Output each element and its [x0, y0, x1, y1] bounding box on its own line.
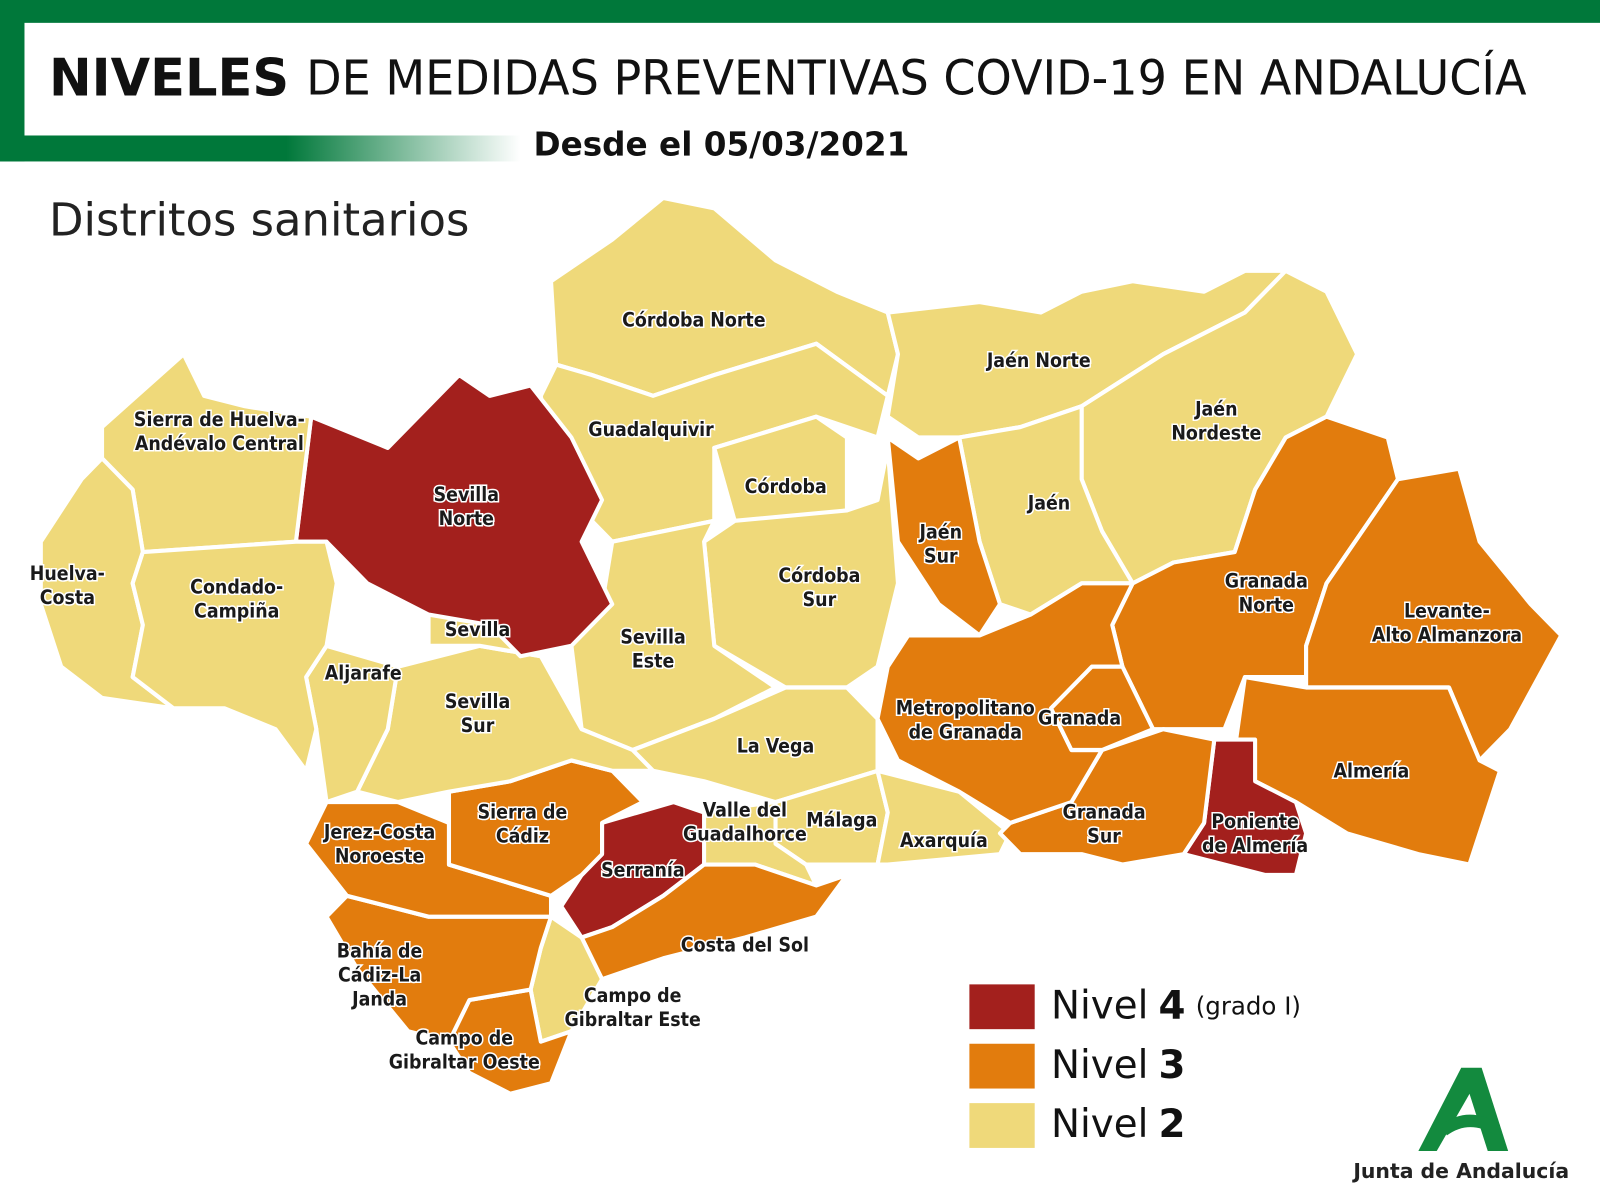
region-label: Alto Almanzora [1372, 623, 1522, 646]
region-label: Poniente [1211, 810, 1299, 833]
region-label: Nordeste [1171, 421, 1261, 444]
region-label: Noroeste [335, 844, 425, 867]
region-label: Gibraltar Oeste [389, 1050, 540, 1073]
fade-bar [0, 135, 521, 162]
region-label: Norte [439, 507, 494, 530]
map-title: Distritos sanitarios [49, 193, 469, 247]
region-label: Jaén [1027, 492, 1070, 515]
region-label: Gibraltar Este [565, 1008, 701, 1031]
region-label: Córdoba [745, 475, 827, 498]
region [304, 800, 554, 919]
region-label: Serranía [601, 858, 684, 881]
region [1048, 664, 1156, 753]
region-label: Córdoba Norte [622, 308, 766, 331]
region-label: Campo de [584, 984, 682, 1007]
region-label: Janda [351, 987, 407, 1010]
legend-swatch [969, 1103, 1035, 1148]
title-rest: DE MEDIDAS PREVENTIVAS COVID-19 EN ANDAL… [306, 49, 1527, 107]
region-label: Levante- [1404, 599, 1490, 622]
logo-mark [1418, 1067, 1476, 1152]
title-bold: NIVELES [49, 48, 289, 109]
logo: Junta de Andalucía [1351, 1067, 1569, 1183]
region-label: Sur [1087, 824, 1121, 847]
logo-text: Junta de Andalucía [1351, 1159, 1569, 1183]
legend-swatch [969, 1043, 1035, 1089]
legend-label: Nivel 4 (grado I) [1051, 983, 1301, 1028]
date: Desde el 05/03/2021 [534, 124, 910, 163]
region [446, 987, 574, 1096]
region-label: Jaén [919, 520, 962, 543]
region-label: Guadalquivir [588, 418, 714, 441]
region-label: Jaén Norte [986, 349, 1091, 372]
region-label: Costa del Sol [681, 933, 809, 956]
region-label: Valle del [703, 798, 787, 821]
region [579, 862, 849, 982]
region [885, 435, 1003, 638]
region-label: Aljarafe [325, 661, 402, 684]
region-label: Huelva- [30, 562, 105, 585]
region-label: Este [632, 649, 674, 672]
region-label: Granada [1225, 569, 1308, 592]
region-label: Cádiz [496, 824, 549, 847]
logo-mark [1440, 1114, 1500, 1136]
region-label: Condado- [190, 575, 283, 598]
region-label: Costa [40, 586, 95, 609]
legend-label: Nivel 3 [1051, 1042, 1186, 1087]
region [293, 372, 615, 659]
title-box [24, 22, 1600, 136]
region [630, 685, 880, 805]
region-label: Sevilla [445, 690, 510, 713]
region-label: Guadalhorce [683, 822, 807, 845]
region-label: Sierra de Huelva- [134, 408, 305, 431]
legend-text: Nivel [1051, 1042, 1148, 1087]
region-label: de Almería [1202, 834, 1308, 857]
legend-text: Nivel [1051, 983, 1148, 1028]
region-label: de Granada [909, 720, 1022, 743]
region-label: Sierra de [478, 800, 568, 823]
region-label: Cádiz-La [338, 963, 421, 986]
region-label: Sevilla [434, 483, 499, 506]
region-label: Sevilla [445, 618, 510, 641]
region-label: Almería [1334, 759, 1410, 782]
region-label: Norte [1239, 593, 1294, 616]
legend-label: Nivel 2 [1051, 1101, 1186, 1146]
region-label: Jerez-Costa [323, 820, 435, 843]
region-label: Campiña [194, 599, 279, 622]
region-label: Bahía de [337, 939, 423, 962]
map [38, 195, 1564, 1096]
region [355, 643, 656, 805]
region-label: Jaén [1194, 397, 1237, 420]
legend-level: 4 [1159, 983, 1186, 1028]
region-label: Andévalo Central [135, 432, 304, 455]
top-bar [0, 0, 1600, 23]
region-label: Granada [1038, 706, 1121, 729]
region-label: Metropolitano [896, 696, 1035, 719]
region-label: Sur [924, 544, 958, 567]
legend-level: 2 [1159, 1101, 1186, 1146]
region-label: Campo de [416, 1026, 514, 1049]
legend-swatch [969, 984, 1035, 1030]
region-label: Granada [1063, 800, 1146, 823]
region-label: La Vega [737, 734, 814, 757]
region-label: Sur [803, 588, 837, 611]
legend-note: (grado I) [1196, 991, 1301, 1020]
region [130, 539, 339, 773]
region-labels: Córdoba NorteGuadalquivirCórdobaCórdobaS… [28, 307, 1523, 1076]
region-label: Axarquía [900, 829, 988, 852]
region-label: Málaga [806, 808, 877, 831]
region-label: Sevilla [620, 625, 685, 648]
region-label: Sur [461, 714, 495, 737]
legend-text: Nivel [1051, 1101, 1148, 1146]
legend-level: 3 [1159, 1042, 1186, 1087]
region-label: Córdoba [778, 564, 860, 587]
side-bar [0, 0, 25, 162]
